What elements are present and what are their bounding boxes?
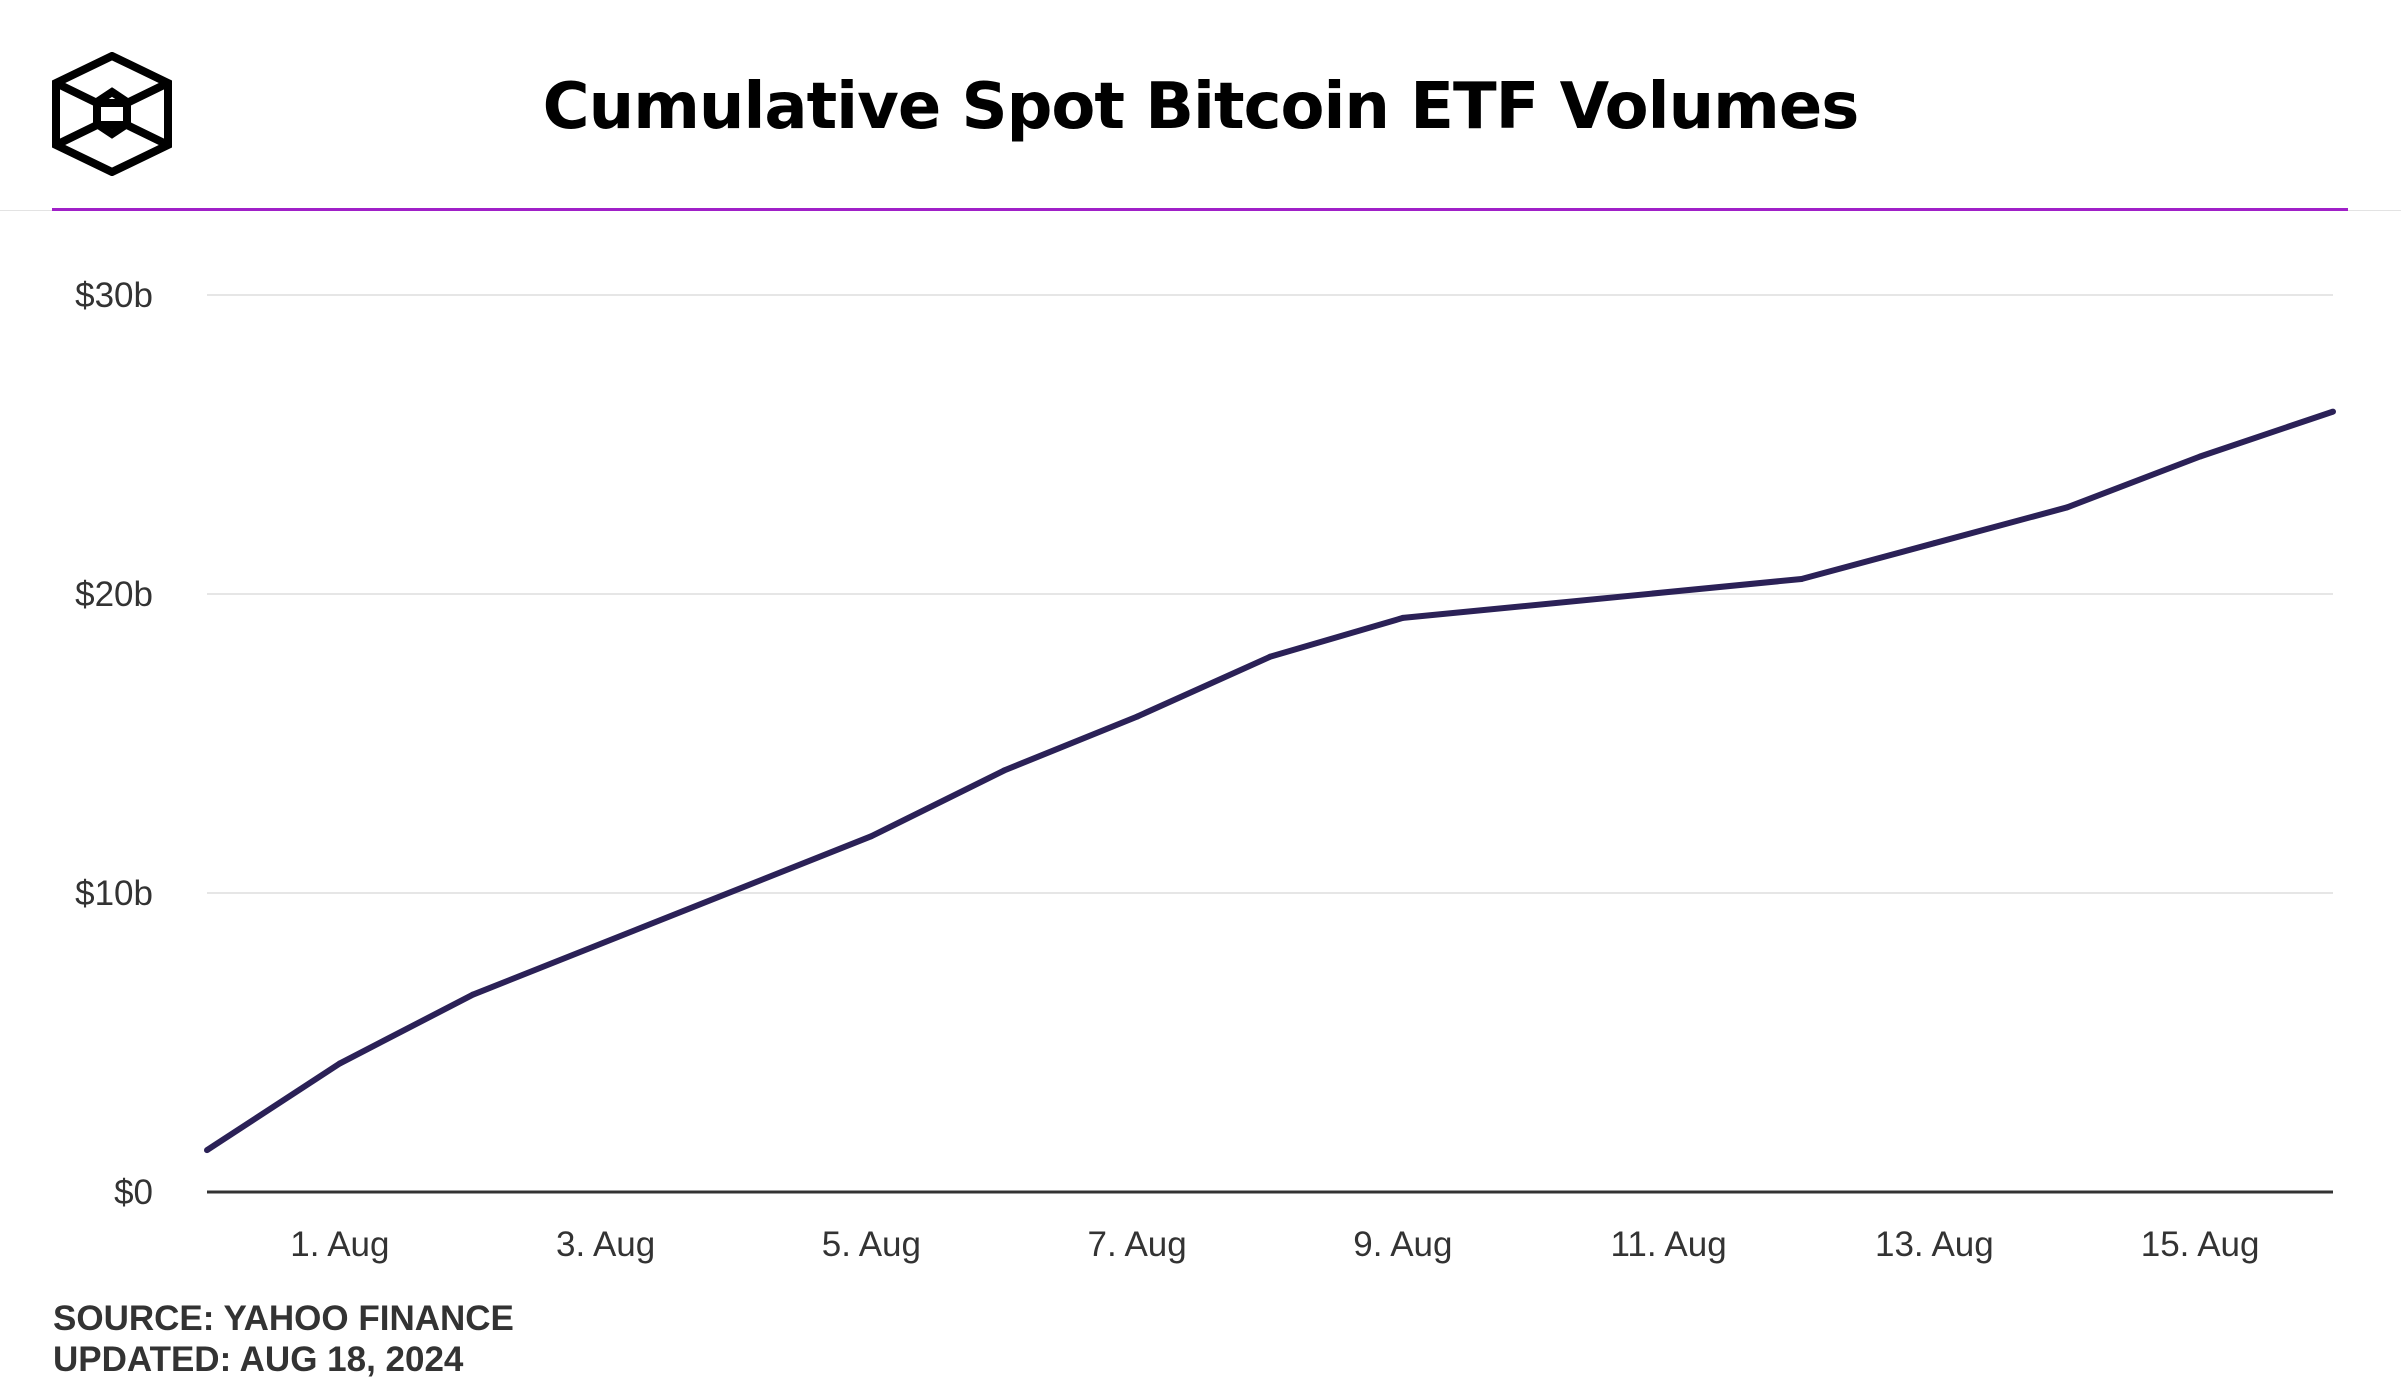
y-tick-label: $10b — [75, 874, 153, 913]
data-point — [1134, 713, 1141, 720]
header-accent-rule — [52, 208, 2348, 211]
y-tick-label: $20b — [75, 575, 153, 614]
data-point — [1267, 653, 1273, 660]
data-point — [1001, 767, 1008, 774]
data-point — [2330, 408, 2336, 415]
data-point — [1798, 576, 1805, 583]
x-tick-label: 3. Aug — [556, 1225, 655, 1264]
data-point — [469, 991, 476, 998]
x-tick-label: 15. Aug — [2141, 1225, 2260, 1264]
cube-logo-icon — [52, 52, 172, 176]
y-tick-label: $0 — [114, 1173, 153, 1212]
data-point — [2064, 504, 2071, 511]
page-title: Cumulative Spot Bitcoin ETF Volumes — [542, 70, 1860, 144]
x-tick-label: 13. Aug — [1875, 1225, 1994, 1264]
data-point — [336, 1060, 343, 1067]
chart-footer: SOURCE: YAHOO FINANCE UPDATED: AUG 18, 2… — [53, 1298, 514, 1380]
y-axis-ticks: $0 $10b $20b $30b — [75, 276, 153, 1212]
x-tick-label: 9. Aug — [1353, 1225, 1452, 1264]
source-note: SOURCE: YAHOO FINANCE — [53, 1299, 514, 1338]
series-layer — [204, 408, 2336, 1154]
data-point — [1931, 540, 1938, 547]
grid-lines — [207, 294, 2333, 894]
y-tick-label: $30b — [75, 276, 153, 315]
x-tick-label: 7. Aug — [1087, 1225, 1186, 1264]
data-point — [868, 833, 875, 840]
x-tick-label: 11. Aug — [1611, 1225, 1727, 1264]
series-line — [205, 408, 2334, 1153]
x-tick-label: 1. Aug — [290, 1225, 389, 1264]
data-point — [204, 1147, 210, 1154]
data-point — [2197, 453, 2204, 460]
x-axis-ticks: 1. Aug 3. Aug 5. Aug 7. Aug 9. Aug 11. Aug 13.… — [290, 1225, 2259, 1264]
x-tick-label: 5. Aug — [822, 1225, 921, 1264]
line-chart: $0 $10b $20b $30b 1. Aug 3. Aug 5. Aug 7. Aug 9… — [75, 276, 2336, 1264]
data-point — [1399, 614, 1406, 621]
updated-note: UPDATED: AUG 18, 2024 — [53, 1340, 464, 1379]
